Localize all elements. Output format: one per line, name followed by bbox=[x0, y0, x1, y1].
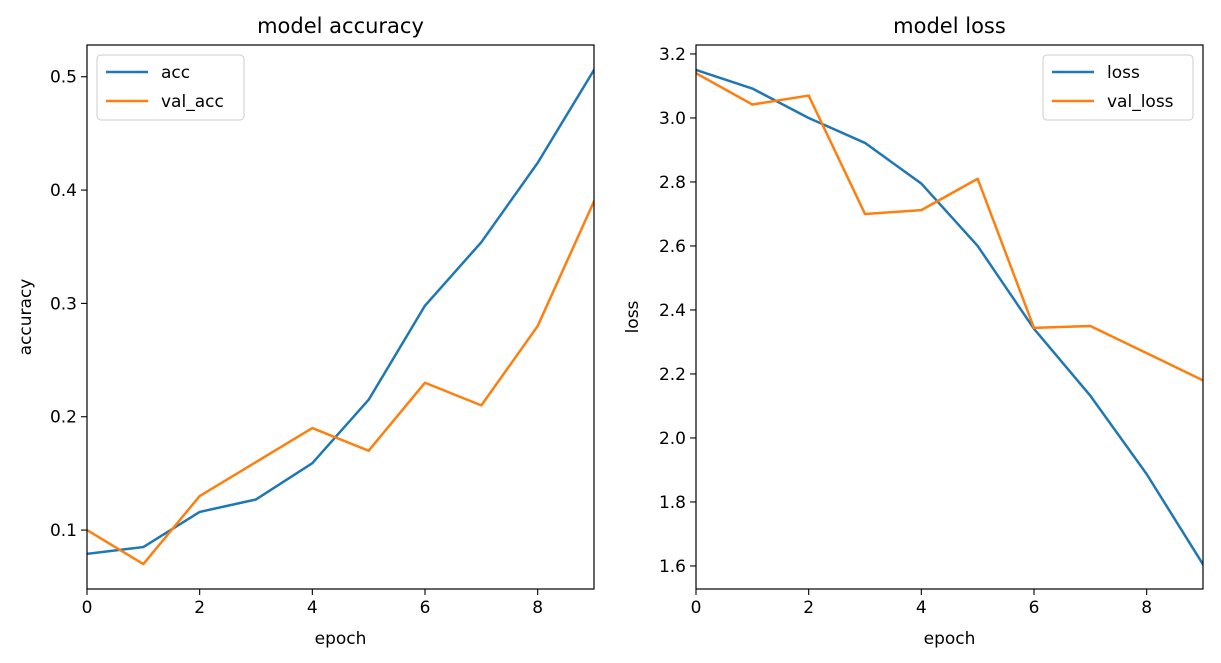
y-tick-label: 2.4 bbox=[659, 301, 686, 321]
chart-title: model accuracy bbox=[257, 14, 424, 38]
legend-label-acc: acc bbox=[161, 63, 190, 83]
x-tick-label: 4 bbox=[307, 598, 318, 618]
y-tick-label: 1.8 bbox=[659, 493, 686, 513]
x-axis-label: epoch bbox=[315, 629, 367, 649]
y-tick-label: 2.6 bbox=[659, 237, 686, 257]
x-tick-label: 6 bbox=[420, 598, 431, 618]
y-tick-label: 0.1 bbox=[50, 521, 77, 541]
axes-frame bbox=[86, 44, 595, 590]
legend-label-val_loss: val_loss bbox=[1107, 92, 1174, 112]
series-line-val_loss bbox=[696, 71, 1203, 382]
chart-panel-2: model loss 0 2 4 6 8 1.6 1.8 2.0 2.2 2.4 2.6 2.8 3.0 3… bbox=[623, 14, 1204, 649]
y-tick-label: 2.8 bbox=[659, 173, 686, 193]
y-tick-label: 2.0 bbox=[659, 429, 686, 449]
y-tick-label: 1.6 bbox=[659, 557, 686, 577]
axes-frame bbox=[695, 44, 1204, 590]
x-tick-label: 0 bbox=[691, 598, 702, 618]
y-tick-label: 2.2 bbox=[659, 365, 686, 385]
y-axis-label: accuracy bbox=[16, 279, 36, 356]
series-line-acc bbox=[87, 68, 594, 556]
legend-label-val_acc: val_acc bbox=[161, 92, 224, 112]
series-line-loss bbox=[696, 68, 1203, 567]
x-tick-label: 8 bbox=[1141, 598, 1152, 618]
x-tick-label: 2 bbox=[194, 598, 205, 618]
legend: acc val_acc bbox=[96, 54, 245, 121]
x-tick-label: 6 bbox=[1029, 598, 1040, 618]
chart-title: model loss bbox=[893, 14, 1006, 38]
y-tick-label: 0.3 bbox=[50, 294, 77, 314]
x-tick-label: 4 bbox=[916, 598, 927, 618]
legend-label-loss: loss bbox=[1107, 63, 1140, 83]
x-axis-label: epoch bbox=[924, 629, 976, 649]
y-tick-label: 0.2 bbox=[50, 408, 77, 428]
y-tick-label: 0.5 bbox=[50, 68, 77, 88]
y-tick-label: 3.0 bbox=[659, 109, 686, 129]
x-tick-label: 2 bbox=[803, 598, 814, 618]
y-tick-label: 3.2 bbox=[659, 45, 686, 65]
chart-panel-1: model accuracy 0 2 4 6 8 0.1 0.2 0.3 0.4 0.5 epoch a… bbox=[16, 14, 595, 649]
x-tick-label: 0 bbox=[82, 598, 93, 618]
x-tick-label: 8 bbox=[532, 598, 543, 618]
y-tick-label: 0.4 bbox=[50, 181, 77, 201]
series-line-val_acc bbox=[87, 199, 594, 566]
y-axis-label: loss bbox=[623, 300, 643, 333]
legend: loss val_loss bbox=[1042, 54, 1194, 121]
